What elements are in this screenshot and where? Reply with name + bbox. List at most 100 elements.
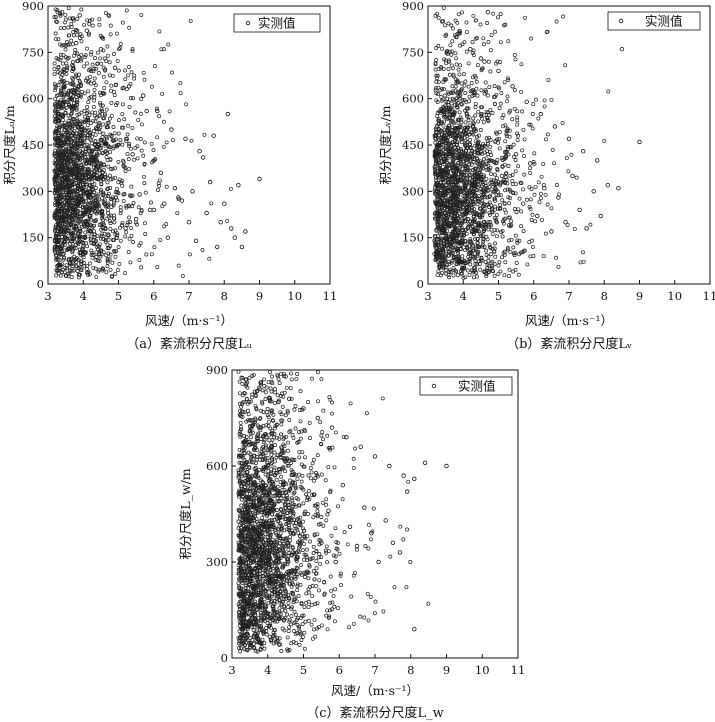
scatter-point [318,561,323,566]
scatter-point [94,147,99,151]
scatter-point [519,209,524,214]
scatter-point [143,190,148,195]
scatter-point [506,164,511,168]
scatter-point [257,176,262,182]
scatter-point [507,201,511,206]
scatter-point [106,251,111,256]
scatter-point [243,229,248,234]
scatter-point [100,225,105,230]
scatter-point [65,208,70,213]
scatter-point [247,375,252,380]
scatter-point [55,258,60,262]
scatter-point [101,151,105,155]
scatter-point [73,134,78,139]
scatter-point [90,110,95,115]
scatter-point [561,14,566,19]
scatter-point [101,74,106,79]
scatter-point [160,204,165,209]
scatter-point [78,94,83,99]
scatter-point [514,261,519,265]
scatter-point [70,16,75,21]
scatter-point [75,213,80,218]
scatter-point [100,103,105,108]
scatter-point [94,204,99,209]
scatter-point [74,141,79,146]
scatter-point [133,216,139,222]
scatter-point [56,263,61,268]
scatter-point [98,189,103,194]
scatter-point [75,183,80,188]
scatter-point [86,206,91,211]
scatter-point [80,239,85,244]
scatter-point [99,232,104,237]
scatter-point [155,135,160,140]
scatter-point [498,101,503,106]
scatter-point [88,133,93,137]
scatter-point [141,153,146,158]
scatter-point [110,73,115,78]
scatter-point [52,244,58,250]
scatter-point [485,139,490,144]
scatter-point [488,108,493,113]
scatter-point [473,113,478,118]
scatter-point [53,196,58,201]
scatter-point [581,259,586,264]
scatter-point [97,17,102,22]
scatter-point [408,560,413,564]
scatter-point [75,145,80,150]
scatter-point [70,148,75,153]
scatter-point [310,636,315,641]
scatter-point [84,28,89,33]
scatter-point [455,103,460,108]
scatter-point [491,11,496,16]
scatter-point [61,257,66,262]
scatter-point [75,125,80,130]
scatter-point [92,190,97,195]
scatter-point [88,201,93,206]
scatter-point [88,137,93,142]
scatter-point [82,136,87,141]
scatter-point [66,233,71,238]
scatter-point [64,198,69,203]
scatter-point [89,252,94,257]
scatter-point [81,205,86,210]
scatter-point [451,273,456,278]
scatter-point [85,46,89,51]
scatter-point [105,44,110,49]
scatter-point [62,93,67,98]
x-tick-label: 3 [424,289,431,303]
scatter-point [68,97,73,102]
scatter-point [516,207,521,212]
scatter-point [175,211,180,216]
scatter-point [129,184,134,189]
scatter-point [86,186,91,191]
scatter-point [56,234,61,239]
scatter-point [105,246,110,251]
scatter-point [58,13,63,18]
scatter-point [513,182,518,187]
scatter-point [520,109,525,114]
scatter-point [183,136,188,141]
scatter-point [80,142,85,147]
scatter-point [104,253,109,258]
scatter-point [493,254,498,259]
scatter-point [55,190,59,195]
scatter-point [54,273,59,278]
scatter-point [481,42,486,47]
scatter-point [300,473,305,478]
scatter-point [126,84,132,89]
scatter-point [222,201,227,206]
scatter-point [53,7,58,12]
legend-b: 实测值 [607,11,701,31]
scatter-point [102,177,106,182]
scatter-point [552,161,557,166]
scatter-point [64,190,69,195]
scatter-point [86,270,91,275]
scatter-point [485,93,490,98]
scatter-point [114,143,119,148]
scatter-point [85,133,90,138]
scatter-point [67,195,72,200]
scatter-point [450,84,455,89]
scatter-point [127,25,132,30]
legend-label-a: 实测值 [258,16,296,31]
